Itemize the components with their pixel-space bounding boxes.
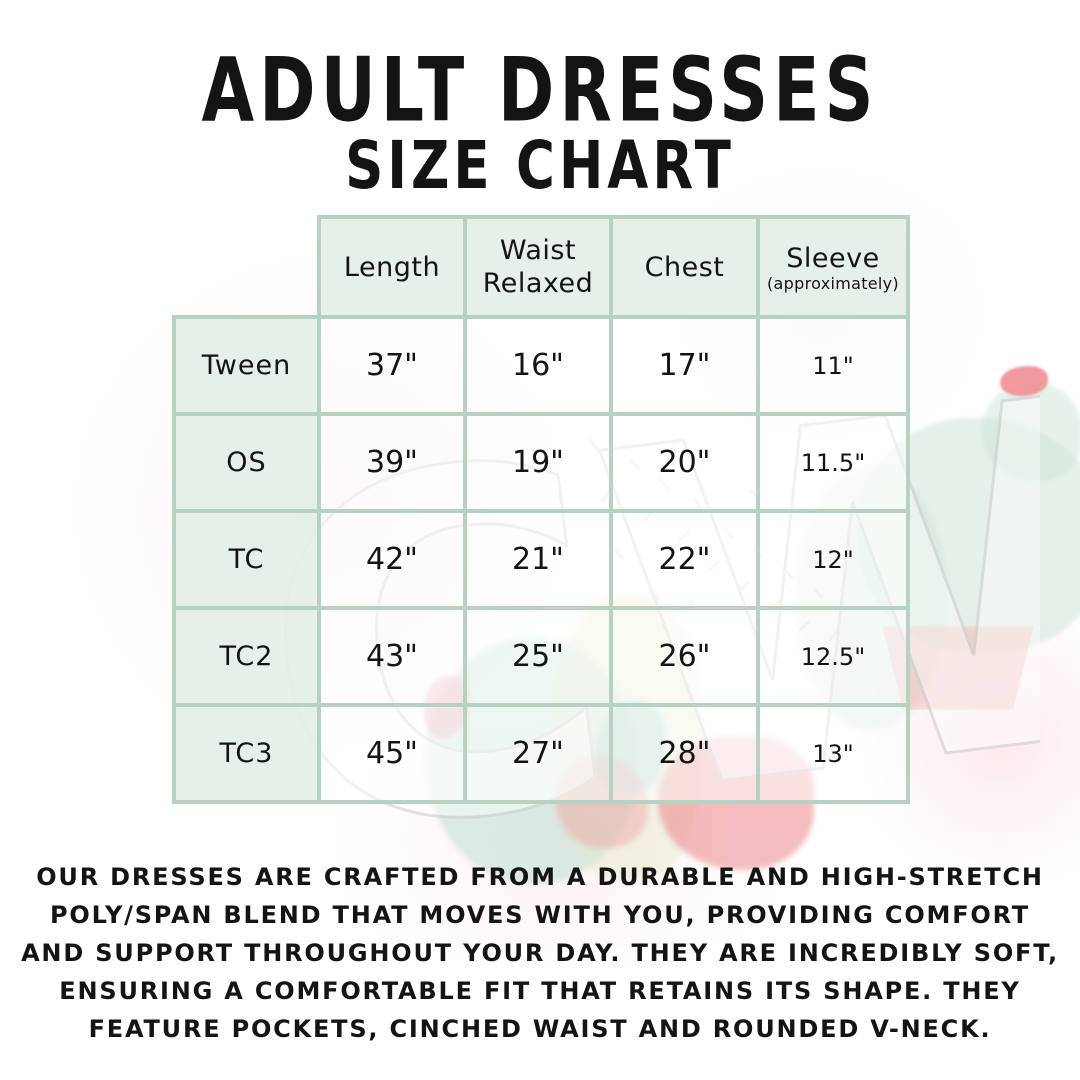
- cell-tween-length: 37": [317, 315, 467, 416]
- column-header-label: Chest: [644, 251, 725, 283]
- cell-tween-waist: 16": [463, 315, 613, 416]
- cell-tc-length: 42": [317, 509, 467, 610]
- header-row: Length Waist Relaxed Chest Sleeve (appro…: [174, 215, 910, 319]
- row-label-tc2: TC2: [172, 606, 321, 707]
- cell-tween-sleeve: 11": [756, 315, 910, 416]
- column-header-note: (approximately): [767, 273, 899, 293]
- table-row-os: OS 39" 19" 20" 11.5": [172, 412, 910, 513]
- description-line: POLY/SPAN BLEND THAT MOVES WITH YOU, PRO…: [50, 901, 1030, 929]
- cell-tc-sleeve: 12": [756, 509, 910, 610]
- cell-tc3-waist: 27": [463, 703, 613, 804]
- column-header-label: Length: [343, 251, 441, 283]
- description-line: AND SUPPORT THROUGHOUT YOUR DAY. THEY AR…: [21, 939, 1059, 967]
- table-row-tc2: TC2 43" 25" 26" 12.5": [172, 606, 910, 707]
- column-header-length: Length: [317, 215, 467, 319]
- column-header-sleeve: Sleeve (approximately): [756, 215, 910, 319]
- page-title: ADULT DRESSES: [201, 40, 879, 143]
- row-label-os: OS: [172, 412, 321, 513]
- column-header-label: Sleeve: [786, 242, 880, 274]
- product-description: OUR DRESSES ARE CRAFTED FROM A DURABLE A…: [0, 858, 1080, 1048]
- column-header-waist: Waist Relaxed: [463, 215, 613, 319]
- cell-tc2-chest: 26": [609, 606, 760, 707]
- cell-os-waist: 19": [463, 412, 613, 513]
- row-label-tc: TC: [172, 509, 321, 610]
- cell-os-length: 39": [317, 412, 467, 513]
- table-row-tc: TC 42" 21" 22" 12": [172, 509, 910, 610]
- cell-os-sleeve: 11.5": [756, 412, 910, 513]
- cell-tc-waist: 21": [463, 509, 613, 610]
- cell-tc3-length: 45": [317, 703, 467, 804]
- row-label-tween: Tween: [172, 315, 321, 416]
- cell-tc3-chest: 28": [609, 703, 760, 804]
- cell-tc3-sleeve: 13": [756, 703, 910, 804]
- table-row-tc3: TC3 45" 27" 28" 13": [172, 703, 910, 804]
- cell-tc-chest: 22": [609, 509, 760, 610]
- cell-tc2-sleeve: 12.5": [756, 606, 910, 707]
- size-chart-table: Length Waist Relaxed Chest Sleeve (appro…: [172, 215, 910, 804]
- column-header-label: Waist Relaxed: [482, 235, 594, 299]
- row-label-tc3: TC3: [172, 703, 321, 804]
- table-corner-empty: [174, 217, 319, 317]
- table-row-tween: Tween 37" 16" 17" 11": [172, 315, 910, 416]
- column-header-chest: Chest: [609, 215, 760, 319]
- description-line: ENSURING A COMFORTABLE FIT THAT RETAINS …: [59, 977, 1021, 1005]
- cell-tc2-length: 43": [317, 606, 467, 707]
- description-line: OUR DRESSES ARE CRAFTED FROM A DURABLE A…: [36, 863, 1044, 891]
- cell-tc2-waist: 25": [463, 606, 613, 707]
- page-subtitle: SIZE CHART: [345, 128, 735, 205]
- cell-tween-chest: 17": [609, 315, 760, 416]
- cell-os-chest: 20": [609, 412, 760, 513]
- description-line: FEATURE POCKETS, CINCHED WAIST AND ROUND…: [88, 1015, 992, 1043]
